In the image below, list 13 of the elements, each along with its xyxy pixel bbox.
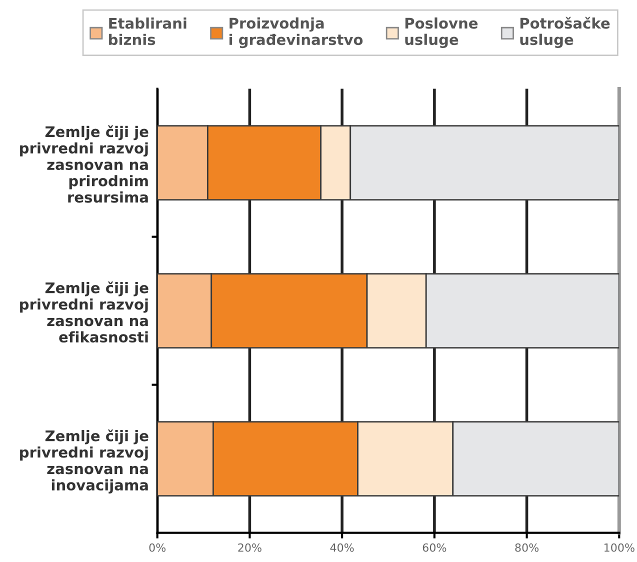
legend-label: Etablirani biznis <box>109 18 186 46</box>
y-tick-label: Zemlje čiji je privredni razvoj zasnovan na inovacijama <box>20 429 148 494</box>
legend-label: Poslovne usluge <box>405 17 478 48</box>
x-tick-label: 20% <box>238 543 262 552</box>
x-tick-label: 40% <box>330 543 354 552</box>
x-tick-label: 0% <box>149 543 166 552</box>
y-tick-label: Zemlje čiji je privredni razvoj zasnovan na efikasnosti <box>20 281 148 343</box>
legend-label: Proizvodnja i građevinarstvo <box>230 17 363 48</box>
legend-label: Potrošačke usluge <box>520 16 610 48</box>
x-tick-label: 60% <box>422 543 446 552</box>
x-tick-label: 80% <box>515 543 539 552</box>
x-tick-label: 100% <box>604 543 634 552</box>
y-tick-label: Zemlje čiji je privredni razvoj zasnovan na prirodnim resursima <box>20 125 148 203</box>
